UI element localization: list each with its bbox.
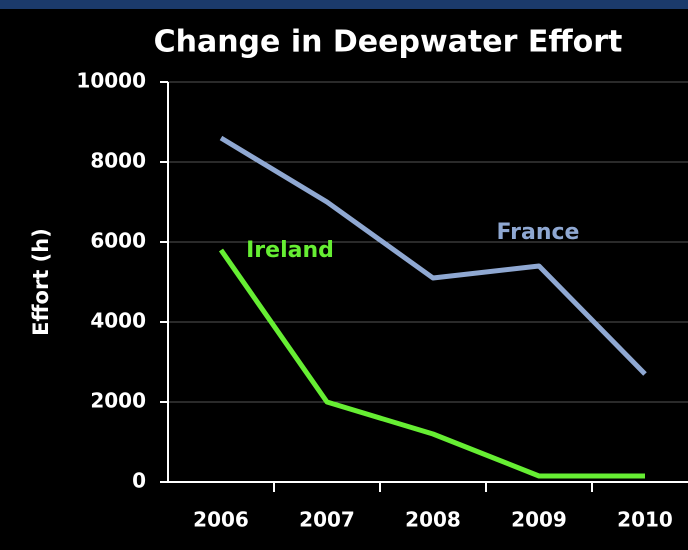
x-tick-label: 2006 bbox=[193, 508, 249, 532]
x-tick-label: 2008 bbox=[405, 508, 461, 532]
series-line bbox=[218, 248, 645, 479]
y-tick-label: 0 bbox=[132, 469, 146, 493]
series-label: Ireland bbox=[246, 238, 334, 263]
x-tick-label: 2010 bbox=[617, 508, 673, 532]
y-tick-label: 4000 bbox=[90, 309, 146, 333]
y-tick-label: 2000 bbox=[90, 389, 146, 413]
chart-title: Change in Deepwater Effort bbox=[154, 25, 623, 60]
y-axis-label: Effort (h) bbox=[29, 228, 53, 336]
y-tick-label: 10000 bbox=[76, 69, 146, 93]
top-strip bbox=[0, 0, 688, 9]
x-tick-label: 2009 bbox=[511, 508, 567, 532]
x-tick-label: 2007 bbox=[299, 508, 355, 532]
series-line bbox=[219, 135, 647, 376]
y-tick-label: 6000 bbox=[90, 229, 146, 253]
y-tick-label: 8000 bbox=[90, 149, 146, 173]
series-label: France bbox=[497, 220, 580, 245]
